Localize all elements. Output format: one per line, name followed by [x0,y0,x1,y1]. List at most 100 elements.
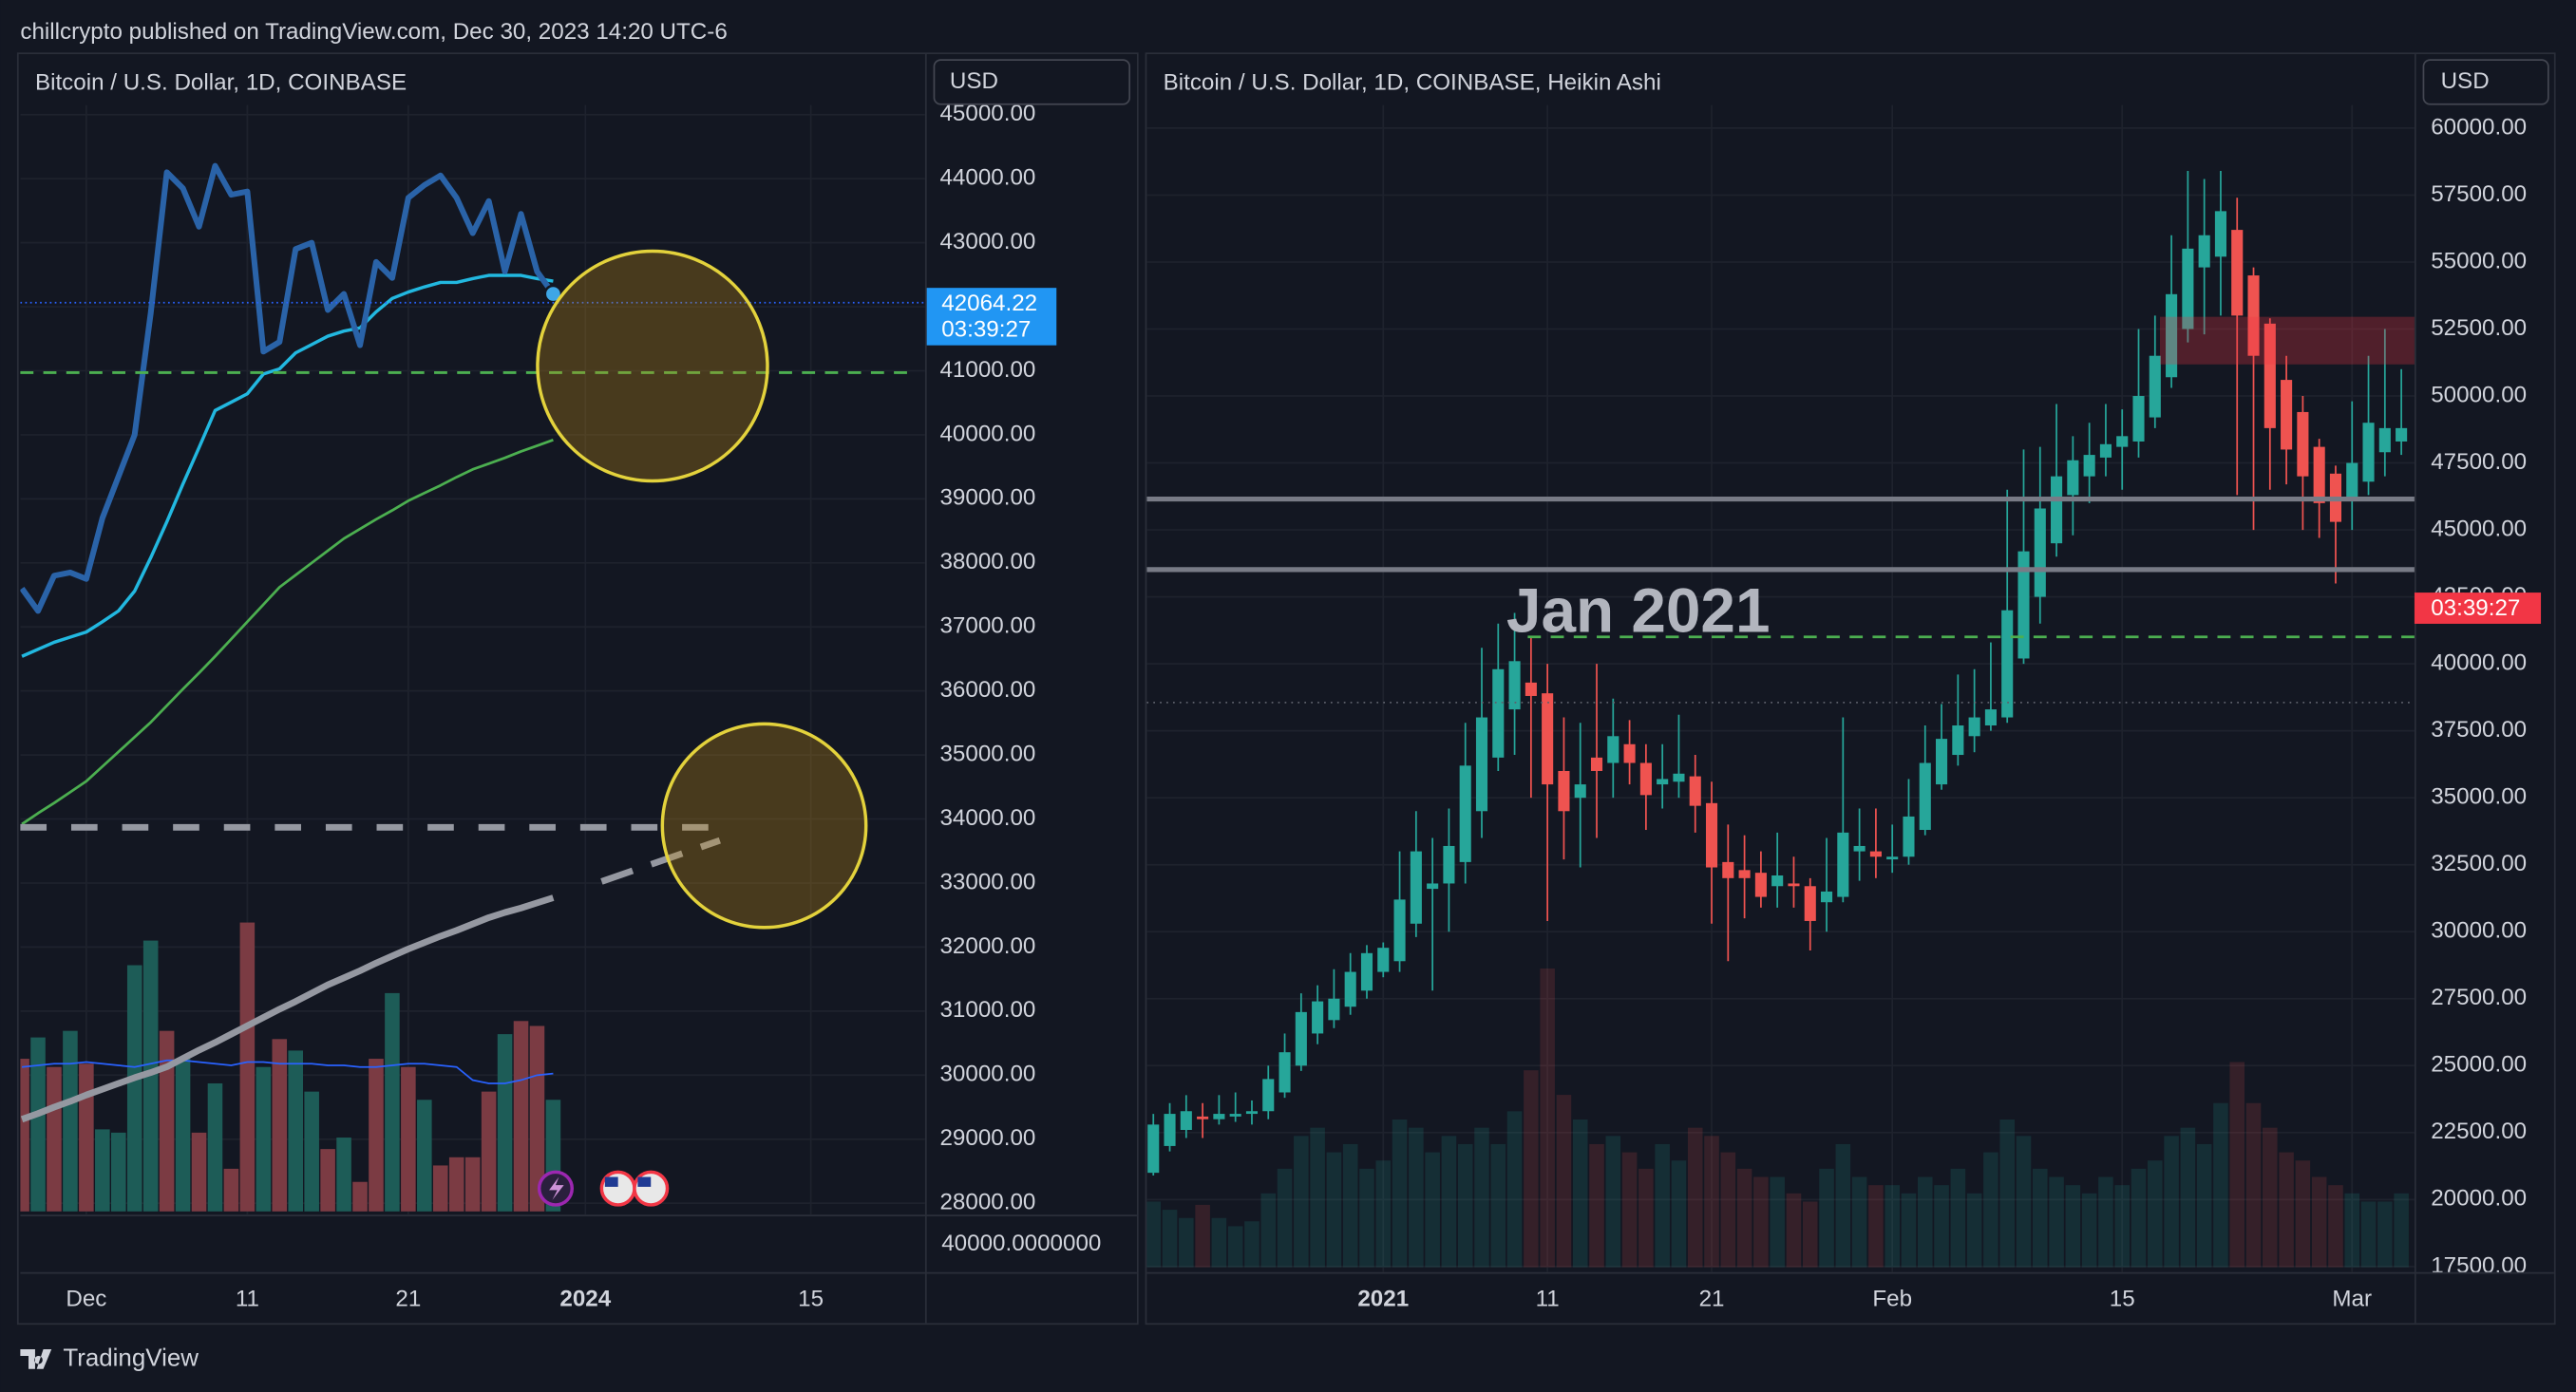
volume-bar [2344,1193,2360,1268]
x-tick-label: 11 [1536,1287,1560,1312]
candle-body [1804,886,1816,921]
logo-mark [20,1349,52,1369]
candle-body [1197,1116,1209,1119]
volume-bar [304,1091,319,1212]
candle-body [1968,717,1980,737]
currency-button[interactable] [933,59,1131,105]
series-line [21,439,554,826]
volume-bar [110,1132,126,1212]
volume-bar [2263,1127,2278,1268]
volume-bar [1540,968,1555,1268]
volume-bar [1227,1226,1243,1268]
y-tick-label: 35000.00 [2431,784,2527,810]
plot-left [20,104,925,1215]
volume-bar [1851,1176,1867,1268]
volume-bar [2295,1160,2311,1268]
volume-bar [1605,1136,1621,1268]
panel-frame [16,52,1139,1326]
candle-body [1525,682,1537,696]
candle-body [2378,427,2391,453]
volume-bar [352,1181,368,1212]
volume-bar [1375,1160,1392,1268]
volume-bar [1409,1127,1424,1268]
y-tick-label: 32500.00 [2431,851,2527,876]
highlight-circle [536,249,769,483]
currency-button[interactable] [2422,59,2549,105]
volume-bar [1868,1185,1884,1268]
volume-bar [2328,1185,2343,1268]
x-tick-label: 15 [2110,1287,2135,1312]
volume-bar [1901,1193,1917,1268]
volume-bar [2164,1136,2179,1268]
candle-body [1886,856,1899,860]
volume-bar [1802,1201,1818,1268]
volume-bar [1524,1070,1539,1268]
countdown-box [2414,593,2542,624]
x-tick-label: Feb [1872,1287,1912,1312]
volume-bar [2098,1176,2113,1268]
y-tick-label: 43000.00 [940,229,1036,254]
y-tick-label: 50000.00 [2431,382,2527,407]
volume-bar [30,1037,46,1212]
volume-bar [1753,1176,1769,1268]
volume-bar [2279,1152,2294,1268]
volume-bar [1474,1127,1489,1268]
candle-body [2297,411,2309,477]
y-tick-label: 20000.00 [2431,1186,2527,1212]
volume-bar [320,1149,335,1212]
volume-bar [1359,1168,1374,1268]
volume-bar [2032,1168,2048,1268]
candle-body [2099,443,2112,458]
volume-bar [1704,1136,1719,1268]
candle-body [1508,661,1521,710]
volume-bar [288,1050,304,1212]
volume-bar [2213,1102,2228,1268]
candle-body [1164,1114,1176,1146]
candle-body [1754,873,1767,897]
candle-body [2067,460,2079,496]
candle-body [1262,1079,1275,1112]
volume-bar [2148,1160,2163,1268]
volume-bar [464,1157,481,1212]
candle-body [1952,725,1964,756]
chart-title: Bitcoin / U.S. Dollar, 1D, COINBASE, Hei… [1164,70,1661,96]
candle-body [2396,427,2408,442]
candle-body [1623,743,1636,763]
currency-label[interactable]: USD [2441,68,2490,94]
candle-body [1443,845,1455,884]
x-tick-label: 15 [798,1287,824,1312]
candle-body [1657,779,1669,785]
y-tick-label: 37000.00 [940,613,1036,639]
y-tick-label: 31000.00 [940,997,1036,1023]
volume-bar [256,1066,272,1212]
volume-bar [2360,1201,2377,1268]
candle-body [1558,770,1570,812]
y-tick-label: 33000.00 [940,869,1036,894]
volume-bar [1146,1201,1162,1268]
y-tick-label: 34000.00 [940,805,1036,831]
volume-bar [1934,1185,1949,1268]
volume-bar [1999,1119,2015,1268]
candle-body [1673,773,1685,782]
volume-bar [481,1091,497,1212]
volume-bar [1179,1217,1194,1268]
currency-label[interactable]: USD [950,68,998,94]
candle-body [1574,784,1586,799]
chart-title: Bitcoin / U.S. Dollar, 1D, COINBASE [35,70,407,96]
volume-bar [1162,1210,1178,1268]
volume-bar [1671,1160,1687,1268]
y-tick-label: 32000.00 [940,933,1036,959]
candle-body [1820,891,1833,903]
volume-bar [2065,1185,2081,1268]
y-tick-label: 52500.00 [2431,315,2527,341]
volume-bar [1770,1176,1785,1268]
candle-body [1919,762,1931,831]
y-tick-label: 22500.00 [2431,1119,2527,1144]
volume-bar [1490,1143,1506,1268]
volume-bar [95,1129,110,1212]
series-line [20,894,555,1123]
x-tick-label: 2024 [559,1287,611,1312]
volume-bar [1819,1168,1834,1268]
volume-bar [2081,1193,2097,1268]
